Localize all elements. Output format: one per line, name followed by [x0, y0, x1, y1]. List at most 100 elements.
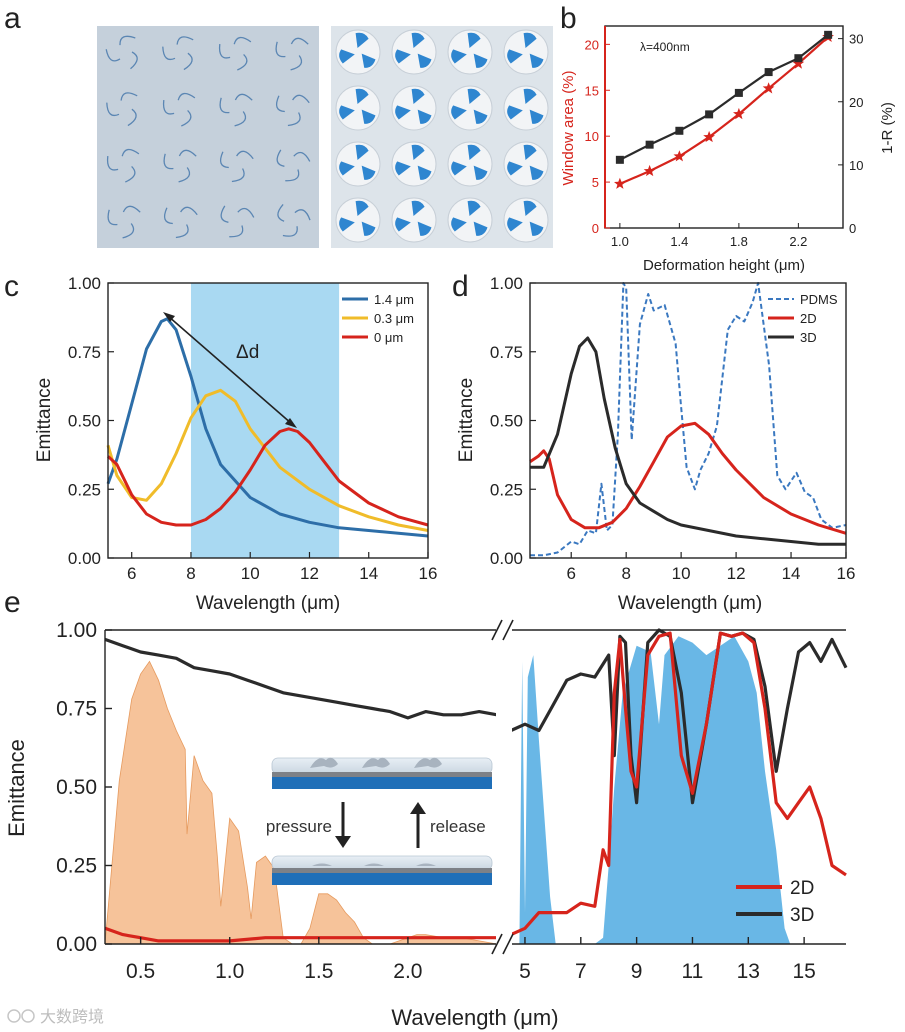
deformed-flap [467, 32, 481, 48]
flat-cut-line [105, 49, 121, 62]
panel-c-series-0m [106, 427, 429, 527]
panel-c-xtick-label: 8 [186, 564, 195, 583]
legend-label: 2D [800, 311, 817, 326]
panel-d-xtick-label: 12 [727, 564, 746, 583]
flat-cut-line [119, 35, 136, 46]
panel-a-deformed-image [331, 26, 553, 248]
panel-d-legend: PDMS 2D 3D [768, 292, 838, 345]
panel-e-xtick-label: 7 [575, 960, 587, 983]
flat-cut-line [275, 95, 285, 113]
panel-c-xlabel: Wavelength (μm) [196, 593, 340, 614]
panel-c-annotation: Δd [236, 342, 259, 363]
panel-b-point-star [673, 150, 686, 162]
panel-b-point-square [675, 126, 684, 135]
panel-b-point-square [734, 88, 743, 97]
panel-e-xtick-label: 5 [519, 960, 531, 983]
flat-cut-line [234, 111, 247, 127]
panel-d-series-3D [530, 336, 846, 546]
deformed-flap [467, 200, 481, 216]
panel-b-point-square [615, 155, 624, 164]
panel-b-point-star [703, 130, 715, 143]
flat-cut-line [220, 205, 229, 223]
panel-b-point-square [705, 110, 714, 119]
panel-c-series-03m [106, 388, 429, 532]
deformed-flap [361, 221, 376, 236]
flat-cut-line [236, 150, 254, 160]
panel-b-point-star [614, 177, 626, 189]
panel-b-series-line [619, 33, 829, 161]
flat-cut-line [231, 168, 245, 183]
deformed-flap [529, 165, 544, 180]
deformed-flap [529, 221, 544, 236]
inset-3d-device [271, 757, 493, 789]
panel-c-xtick-label: 12 [300, 564, 319, 583]
panel-d-xtick-label: 16 [837, 564, 856, 583]
flat-cut-line [127, 108, 137, 127]
panel-d-ylabel: Emittance [456, 378, 477, 462]
panel-b-point-star [792, 57, 805, 69]
flat-cut-line [181, 109, 192, 127]
panel-e-xtick-label: 9 [631, 960, 643, 983]
panel-d-ytick-label: 0.75 [490, 343, 523, 362]
deformed-flap [411, 88, 425, 104]
deformed-flap [507, 217, 523, 232]
flat-cut-line [176, 36, 194, 45]
panel-b-ytick-left-label: 20 [585, 37, 599, 52]
panel-e-ytick-label: 1.00 [56, 619, 97, 642]
deformed-flap [467, 144, 481, 160]
panel-b-ytick-right-label: 20 [849, 95, 863, 110]
panel-e-xtick-label: 2.0 [393, 960, 422, 983]
flat-cut-line [180, 206, 198, 216]
deformed-flap [411, 32, 425, 48]
deformed-flap [523, 32, 537, 48]
panel-d-series-PDMS [530, 282, 847, 557]
panel-d-xlabel: Wavelength (μm) [618, 593, 762, 614]
deformed-flap [473, 53, 488, 68]
release-arrowhead [410, 802, 426, 814]
panel-e-inset: pressure release [266, 757, 493, 885]
panel-c-ylabel: Emittance [34, 378, 55, 462]
deformed-flap [417, 53, 432, 68]
panel-letter-c: c [4, 270, 19, 303]
flat-cut-line [277, 203, 285, 222]
flat-cut-line [275, 41, 286, 58]
panel-e-ytick-label: 0.00 [56, 933, 97, 956]
panel-e-xtick-label: 0.5 [126, 960, 155, 983]
panel-e-axis-break [491, 619, 514, 955]
solar-spectrum-fill [104, 660, 498, 945]
deformed-flap [529, 53, 544, 68]
panel-d-ytick-label: 0.00 [490, 549, 523, 568]
deformed-flap [467, 88, 481, 104]
panel-c-arrowhead-start [163, 312, 175, 322]
panel-c-ytick-label: 0.75 [68, 343, 101, 362]
panel-b-ytick-left-label: 10 [585, 129, 599, 144]
panel-b-ytick-left-label: 15 [585, 83, 599, 98]
flat-cut-line [292, 94, 310, 104]
flat-cut-line [121, 148, 140, 157]
panel-e-xtick-label: 13 [737, 960, 760, 983]
deformed-flap [451, 161, 467, 176]
panel-b-xtick-label: 1.0 [611, 234, 629, 249]
panel-d-xtick-label: 8 [621, 564, 630, 583]
panel-b-point-square [645, 140, 654, 149]
flat-cut-line [163, 207, 173, 225]
panel-c-ytick-label: 0.50 [68, 412, 101, 431]
flat-cut-line [162, 100, 175, 115]
panel-b-ytick-right-label: 10 [849, 158, 863, 173]
legend-label: 0.3 μm [374, 311, 414, 326]
panel-c-ytick-label: 1.00 [68, 274, 101, 293]
panel-e-series-3D-left [104, 637, 498, 720]
panel-e-series-2D-right [510, 631, 847, 937]
inset-release-label: release [430, 817, 486, 836]
flat-cut-line [229, 225, 244, 238]
deformed-flap [411, 200, 425, 216]
flat-cut-line [178, 167, 191, 183]
panel-e-xtick-label: 1.5 [304, 960, 333, 983]
panel-letter-a: a [4, 2, 21, 35]
panel-c-chart: 6 8 10 12 14 16 0.00 0.25 0.50 0.75 1.00 Δd 1.4 μm… [34, 274, 437, 614]
deformed-flap [339, 49, 355, 64]
flat-cut-line [282, 226, 298, 237]
deformed-flap [339, 105, 355, 120]
panel-b-xlabel: Deformation height (μm) [643, 257, 805, 274]
